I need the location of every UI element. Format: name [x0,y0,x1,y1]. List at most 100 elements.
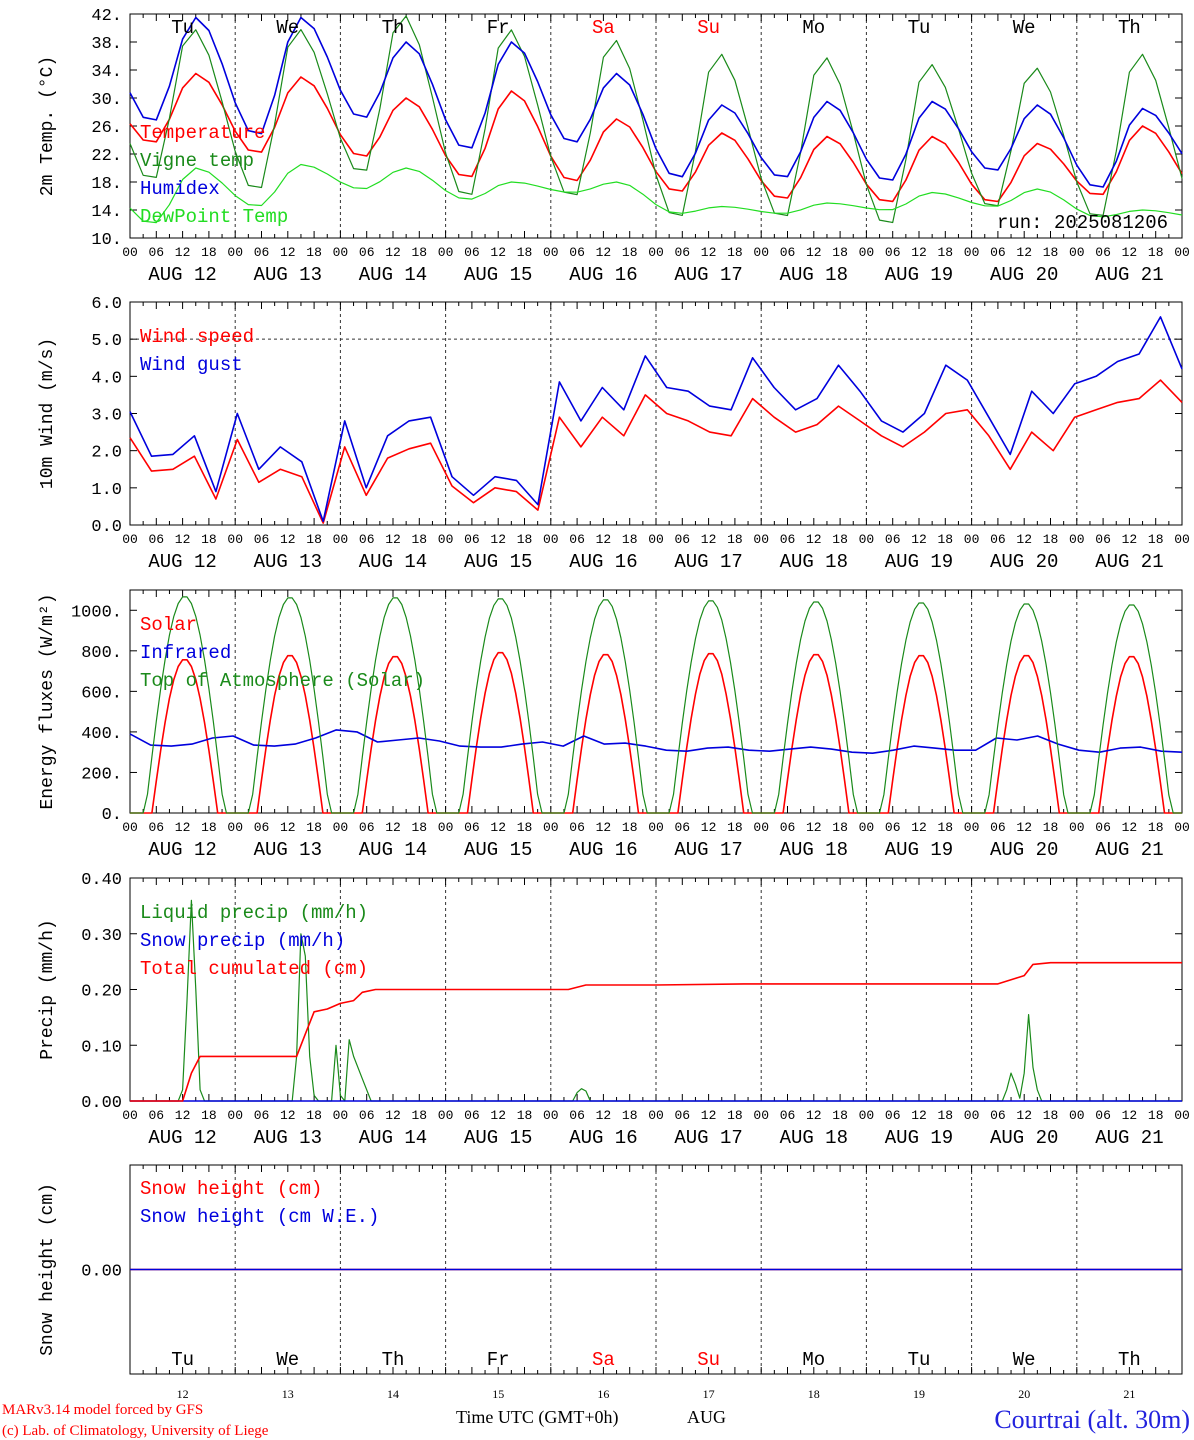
x-hour-label: 00 [964,820,980,835]
x-hour-label: 18 [306,1108,322,1123]
x-hour-label: 18 [411,245,427,260]
day-number-label: 17 [703,1387,715,1401]
x-hour-label: 06 [464,245,480,260]
x-hour-label: 12 [596,532,612,547]
x-date-label: AUG 12 [148,551,216,573]
x-hour-label: 18 [517,245,533,260]
chart-panel-1: 10. 14. 18. 22. 26. 30. 34. 38. 42. 2m Temp. (°C)… [38,7,1190,286]
x-date-label: AUG 20 [990,839,1058,861]
x-date-label: AUG 13 [254,839,322,861]
x-hour-label: 12 [596,820,612,835]
x-hour-label: 00 [1174,245,1190,260]
day-number-label: 14 [387,1387,399,1401]
series-line-humidex [129,16,1183,188]
y-tick-label: 200. [81,765,122,784]
x-hour-label: 12 [175,1108,191,1123]
series-line-temperature [129,72,1183,203]
x-hour-label: 06 [674,245,690,260]
x-hour-label: 00 [753,532,769,547]
x-date-label: AUG 14 [359,1127,427,1149]
x-hour-label: 00 [227,245,243,260]
x-hour-label: 00 [122,820,138,835]
x-hour-label: 12 [175,820,191,835]
x-date-label: AUG 16 [569,264,637,286]
x-hour-label: 18 [411,1108,427,1123]
x-hour-label: 00 [543,245,559,260]
y-tick-label: 42. [91,7,122,26]
x-hour-label: 12 [1122,532,1138,547]
x-hour-label: 12 [175,245,191,260]
x-hour-label: 00 [964,1108,980,1123]
x-hour-label: 06 [359,245,375,260]
weekday-label: Fr [487,17,510,39]
x-hour-label: 06 [1095,820,1111,835]
x-hour-label: 18 [1148,245,1164,260]
y-tick-label: 1000. [71,603,122,622]
x-hour-label: 18 [411,532,427,547]
x-hour-label: 12 [806,820,822,835]
x-hour-label: 00 [333,532,349,547]
x-hour-label: 00 [1069,820,1085,835]
day-number-label: 15 [492,1387,504,1401]
x-hour-label: 06 [1095,1108,1111,1123]
x-date-label: AUG 19 [885,551,953,573]
x-hour-label: 00 [648,1108,664,1123]
x-hour-label: 00 [859,245,875,260]
x-hour-label: 00 [122,245,138,260]
x-hour-label: 18 [1148,820,1164,835]
x-hour-label: 18 [937,820,953,835]
x-date-label: AUG 15 [464,1127,532,1149]
x-hour-label: 06 [885,245,901,260]
x-hour-label: 12 [1122,245,1138,260]
x-hour-label: 12 [385,532,401,547]
x-hour-label: 06 [990,1108,1006,1123]
y-tick-label: 0.30 [81,927,122,946]
x-hour-label: 00 [859,1108,875,1123]
x-date-label: AUG 14 [359,551,427,573]
x-hour-label: 12 [911,532,927,547]
x-hour-label: 06 [359,532,375,547]
x-hour-label: 18 [1043,820,1059,835]
x-date-label: AUG 17 [674,839,742,861]
x-date-label: AUG 16 [569,551,637,573]
x-date-label: AUG 13 [254,264,322,286]
y-tick-label: 34. [91,63,122,82]
legend-entry: Snow precip (mm/h) [140,930,345,952]
x-hour-label: 06 [1095,245,1111,260]
x-hour-label: 06 [780,245,796,260]
weekday-label: Mo [802,1349,825,1371]
legend-entry: Wind speed [140,326,254,348]
y-tick-label: 22. [91,147,122,166]
legend-entry: Liquid precip (mm/h) [140,902,368,924]
weekday-label: Su [697,17,720,39]
series-line-top-of-atmosphere-solar- [130,596,1182,814]
x-hour-label: 00 [1174,532,1190,547]
legend-entry: Solar [140,614,197,636]
x-hour-label: 12 [911,820,927,835]
day-number-label: 21 [1123,1387,1135,1401]
credit-line-1: MARv3.14 model forced by GFS [2,1402,203,1418]
legend-entry: Snow height (cm) [140,1178,322,1200]
x-hour-label: 18 [832,245,848,260]
weekday-label: Fr [487,1349,510,1371]
x-hour-label: 18 [201,1108,217,1123]
weekday-label: We [1013,17,1036,39]
weekday-label: Th [1118,17,1141,39]
weekday-label: Sa [592,17,615,39]
day-number-label: 20 [1018,1387,1030,1401]
chart-panel-5: 0.00 Snow height (cm) Snow height (cm) Snow… [38,1164,1183,1375]
x-hour-label: 06 [990,532,1006,547]
x-hour-label: 06 [464,532,480,547]
y-tick-label: 18. [91,175,122,194]
y-tick-label: 800. [81,644,122,663]
x-date-label: AUG 20 [990,1127,1058,1149]
x-hour-label: 00 [859,532,875,547]
day-number-label: 19 [913,1387,925,1401]
x-hour-label: 06 [569,820,585,835]
y-tick-label: 0.00 [81,1094,122,1113]
x-hour-label: 00 [1174,820,1190,835]
x-hour-label: 18 [622,1108,638,1123]
station-name: Courtrai (alt. 30m) [994,1405,1190,1434]
x-hour-label: 18 [937,245,953,260]
x-hour-label: 00 [333,1108,349,1123]
